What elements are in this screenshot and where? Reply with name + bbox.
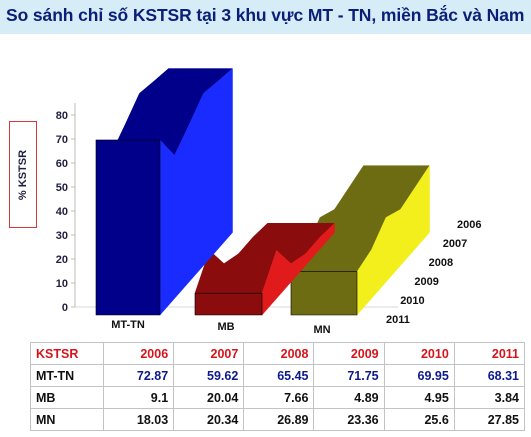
table-cell: 9.1 (102, 386, 175, 409)
y-tick-label: 50 (56, 182, 68, 194)
table-cell: 4.89 (313, 386, 385, 409)
y-tick-label: 60 (56, 158, 68, 170)
title-bar: So sánh chỉ số KSTSR tại 3 khu vực MT - … (0, 0, 531, 34)
area-chart-3d: 0 10 20 30 40 50 60 70 80 MT-TN MB MN 2011 2010 2009 20… (56, 68, 481, 336)
table-row: MB 9.1 20.04 7.66 4.89 4.95 3.84 (30, 386, 526, 409)
area-front-face (290, 271, 358, 316)
y-tick-label: 40 (56, 206, 68, 218)
y-tick-label: 30 (56, 230, 68, 242)
depth-axis-label: 2006 (457, 219, 481, 231)
table-cell: 69.95 (383, 364, 455, 387)
table-header-row: KSTSR 2006 2007 2008 2009 2010 2011 (30, 342, 526, 365)
table-cell: 3.84 (453, 386, 526, 409)
table-cell: 65.45 (243, 364, 315, 387)
table-cell: 4.95 (383, 386, 455, 409)
year-header: 2011 (453, 342, 526, 365)
series-axis-label: MT-TN (111, 319, 145, 331)
table-cell: 59.62 (173, 364, 245, 387)
table-row: MT-TN 72.87 59.62 65.45 71.75 69.95 68.3… (30, 364, 526, 387)
table-cell: 71.75 (313, 364, 385, 387)
area-side-face (159, 68, 233, 316)
area-front-face (95, 139, 161, 316)
depth-axis-label: 2009 (414, 276, 438, 288)
chart-title: So sánh chỉ số KSTSR tại 3 khu vực MT - … (6, 5, 525, 25)
table-cell: 26.89 (243, 408, 315, 431)
series-axis-label: MN (313, 324, 330, 336)
area-front-face (194, 292, 263, 316)
table-cell: 25.6 (383, 408, 455, 431)
row-label: MN (30, 408, 104, 431)
table-cell: 27.85 (453, 408, 526, 431)
y-tick-label: 80 (56, 110, 68, 122)
table-corner: KSTSR (30, 342, 104, 365)
y-tick-label: 20 (56, 254, 68, 266)
year-header: 2008 (243, 342, 315, 365)
row-label: MB (30, 386, 104, 409)
row-label: MT-TN (30, 364, 104, 387)
y-tick-label: 10 (56, 278, 68, 290)
y-axis-label-box: % KSTSR (9, 121, 37, 228)
year-header: 2009 (313, 342, 385, 365)
year-header: 2010 (383, 342, 455, 365)
year-header: 2006 (102, 342, 175, 365)
table-cell: 20.04 (173, 386, 245, 409)
table-row: MN 18.03 20.34 26.89 23.36 25.6 27.85 (30, 408, 526, 431)
table-cell: 20.34 (173, 408, 245, 431)
depth-axis-label: 2008 (429, 257, 453, 269)
table-cell: 23.36 (313, 408, 385, 431)
area-side-face (356, 164, 430, 316)
depth-axis-label: 2007 (443, 238, 467, 250)
y-tick-label: 0 (62, 302, 68, 314)
depth-axis-label: 2010 (400, 295, 424, 307)
year-header: 2007 (173, 342, 245, 365)
depth-axis-label: 2011 (386, 314, 410, 326)
series-axis-label: MB (217, 321, 234, 333)
y-tick-label: 70 (56, 134, 68, 146)
table-cell: 68.31 (453, 364, 526, 387)
table-cell: 72.87 (102, 364, 175, 387)
data-table: KSTSR 2006 2007 2008 2009 2010 2011 MT-T… (30, 342, 526, 431)
area-side-face (261, 222, 335, 316)
table-cell: 18.03 (102, 408, 175, 431)
table-cell: 7.66 (243, 386, 315, 409)
